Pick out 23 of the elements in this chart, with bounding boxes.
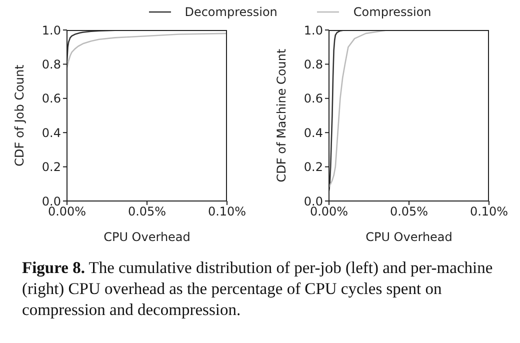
legend-label: Decompression: [184, 5, 278, 19]
y-axis-title: CDF of Machine Count: [274, 48, 288, 182]
caption: Figure 8. The cumulative distribution of per-job (left) and per-machine (right) CPU overhead as the percentage of CPU cycles spent on compression and decompression.: [22, 258, 493, 319]
y-tick-label: 0.8: [304, 57, 323, 72]
y-tick-label: 0.6: [42, 92, 61, 106]
y-tick-label: 1.0: [42, 23, 61, 38]
legend-label: Compression: [353, 5, 432, 19]
x-tick-label: 0.10%: [208, 204, 246, 219]
x-tick-label: 0.10%: [470, 204, 508, 219]
x-tick-label: 0.00%: [310, 204, 348, 219]
y-tick-label: 0.6: [304, 92, 323, 106]
y-tick-label: 0.2: [304, 160, 323, 174]
x-axis-title: CPU Overhead: [366, 230, 452, 244]
x-axis-title: CPU Overhead: [104, 230, 190, 244]
y-tick-label: 0.4: [42, 126, 61, 140]
x-tick-label: 0.05%: [390, 204, 428, 219]
y-axis-title: CDF of Job Count: [12, 64, 26, 166]
y-tick-label: 0.8: [42, 57, 61, 72]
y-tick-label: 0.2: [42, 160, 61, 174]
y-tick-label: 0.4: [304, 126, 323, 140]
x-tick-label: 0.05%: [128, 204, 166, 219]
y-tick-label: 1.0: [304, 23, 323, 38]
x-tick-label: 0.00%: [48, 204, 86, 219]
